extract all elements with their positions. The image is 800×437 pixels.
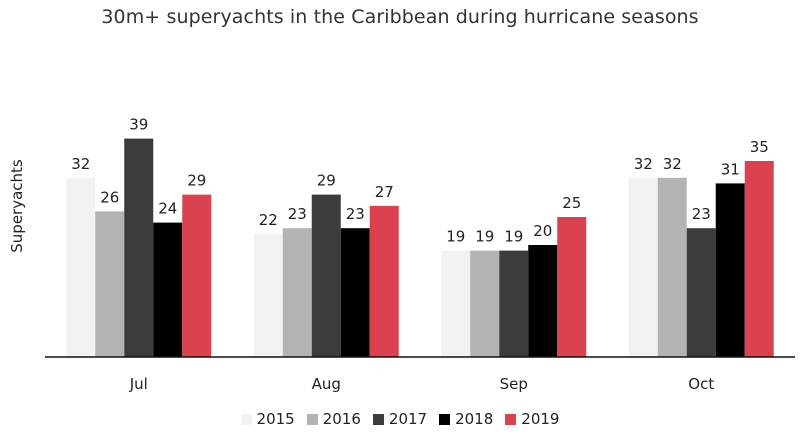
legend-item-2016: 2016 [306,410,361,428]
data-label-oct-2015: 32 [634,155,653,173]
legend-item-2018: 2018 [439,410,493,428]
x-tick-label-jul: Jul [129,375,148,393]
bar-sep-2018 [528,245,558,357]
legend-swatch [372,413,384,425]
legend-swatch [505,413,517,425]
x-tick-label-oct: Oct [688,375,714,393]
data-label-sep-2015: 19 [446,228,465,246]
bar-sep-2017 [499,250,529,357]
legend-item-2017: 2017 [372,410,428,428]
legend-label: 2017 [388,410,428,428]
bars-group [66,138,774,357]
x-tick-labels-group: Jul Aug Sep Oct [129,375,715,393]
data-label-jul-2019: 29 [187,172,206,190]
data-label-sep-2019: 25 [562,194,581,212]
y-axis-label: Superyachts [8,159,26,253]
bar-jul-2016 [95,211,125,357]
data-label-aug-2018: 23 [346,205,365,223]
x-tick-label-sep: Sep [500,375,528,393]
legend-item-2019: 2019 [505,410,559,428]
data-label-aug-2017: 29 [317,172,336,190]
bar-jul-2015 [66,177,96,357]
bar-oct-2015 [628,177,658,357]
data-label-oct-2019: 35 [750,138,769,156]
bar-oct-2019 [744,161,774,357]
data-label-oct-2018: 31 [721,160,740,178]
legend-label: 2015 [256,410,295,428]
legend-swatch [306,413,318,425]
bar-sep-2019 [557,217,587,357]
x-tick-label-aug: Aug [312,375,341,393]
data-label-oct-2017: 23 [692,205,711,223]
data-label-aug-2016: 23 [288,205,307,223]
bar-jul-2019 [182,194,212,357]
bar-oct-2016 [657,177,687,357]
data-label-jul-2018: 24 [158,200,177,218]
legend: 2015 2016 2017 2018 2019 [0,410,800,428]
data-label-aug-2015: 22 [259,211,278,229]
legend-swatch [439,413,451,425]
bar-jul-2018 [153,222,183,357]
data-label-sep-2017: 19 [504,228,523,246]
bar-oct-2017 [686,228,716,357]
legend-label: 2016 [322,410,361,428]
bar-aug-2018 [340,228,370,357]
bar-aug-2015 [253,233,283,357]
bar-sep-2016 [470,250,500,357]
bar-jul-2017 [124,138,154,357]
data-label-aug-2019: 27 [375,183,394,201]
chart-title: 30m+ superyachts in the Caribbean during… [101,6,699,28]
legend-swatch [240,413,252,425]
bar-aug-2017 [311,194,341,357]
legend-label: 2018 [455,410,494,428]
bar-oct-2018 [715,183,745,357]
legend-item-2015: 2015 [240,410,295,428]
bar-aug-2019 [369,205,399,357]
data-label-sep-2016: 19 [475,228,494,246]
data-label-sep-2018: 20 [533,222,552,240]
legend-label: 2019 [521,410,560,428]
data-label-jul-2015: 32 [71,155,90,173]
data-label-jul-2017: 39 [129,116,148,134]
data-labels-group: 32 26 39 24 29 22 23 29 23 27 19 19 19 20 25 32 32 23 31 35 [71,116,769,246]
data-label-oct-2016: 32 [663,155,682,173]
bar-aug-2016 [282,228,312,357]
data-label-jul-2016: 26 [100,188,119,206]
bar-sep-2015 [441,250,471,357]
